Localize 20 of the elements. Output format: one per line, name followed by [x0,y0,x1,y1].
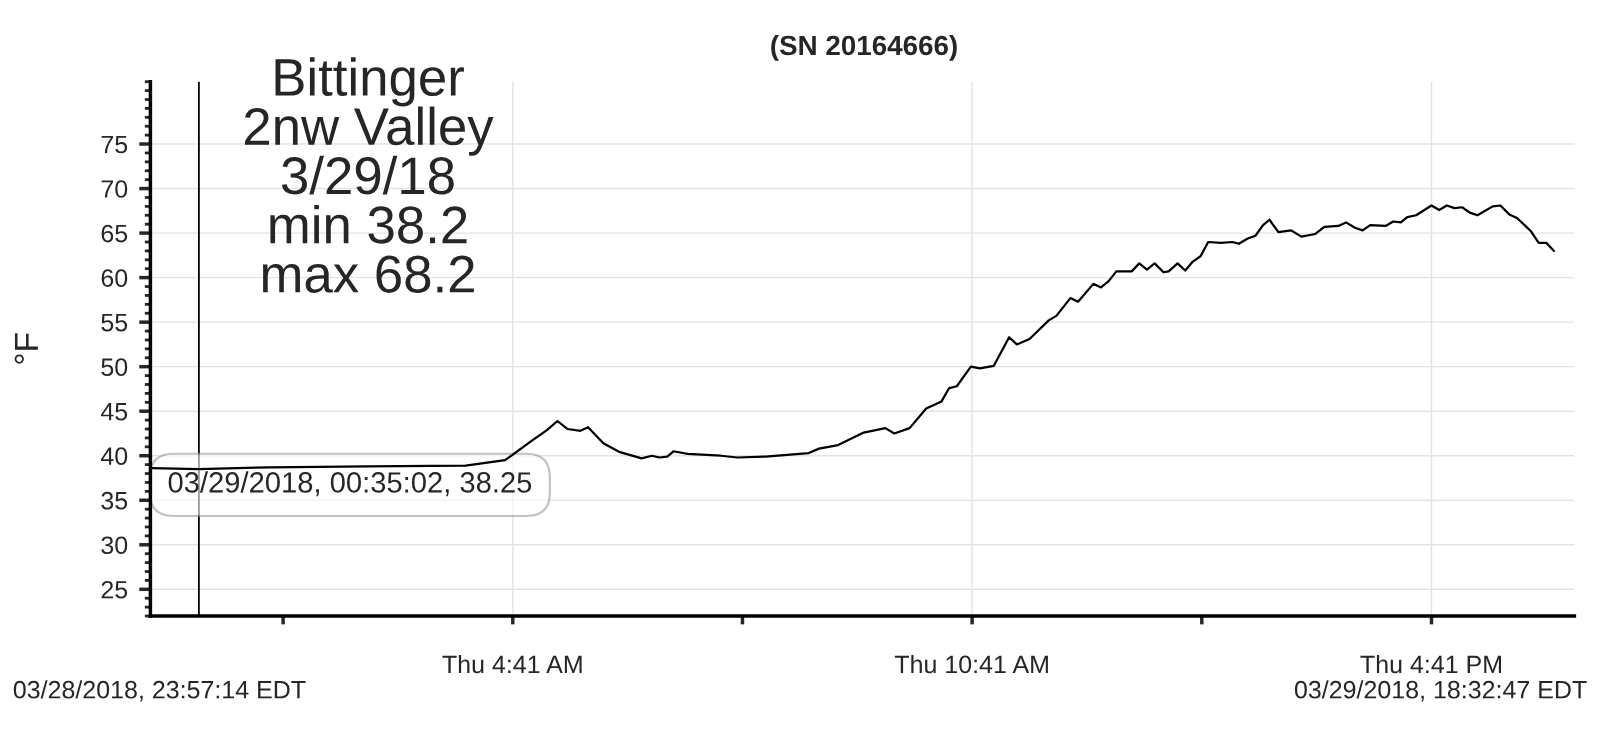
y-tick-label: 25 [101,580,128,599]
y-tick-label: 30 [101,536,128,555]
y-tick-label: 65 [101,224,128,243]
x-tick-label: Thu 4:41 PM [1360,654,1502,674]
y-tick-label: 40 [100,447,128,466]
text: 03/29/2018, 18:32:47 EDT [1294,680,1587,702]
y-tick-label: 45 [100,403,128,421]
y-axis-title: °F [14,333,38,364]
annotation: Bittinger 2nw Valley 3/29/18 min 38.2 max 68.2 [244,57,494,293]
annotation: 03/29/2018, 00:35:02, 38.25 [168,471,532,497]
y-tick-label: 55 [101,314,128,332]
chart-title: (SN 20164666) [771,34,957,61]
y-tick-label: 35 [101,491,128,510]
x-tick-label: Thu 10:41 AM [894,654,1048,674]
x-tick-label: Thu 4:41 AM [442,654,582,674]
y-tick-label: 60 [101,269,128,287]
y-tick-label: 75 [101,135,128,154]
text: 03/28/2018, 23:57:14 EDT [13,680,306,702]
y-tick-label: 70 [101,180,128,198]
y-tick-label: 50 [101,358,128,376]
